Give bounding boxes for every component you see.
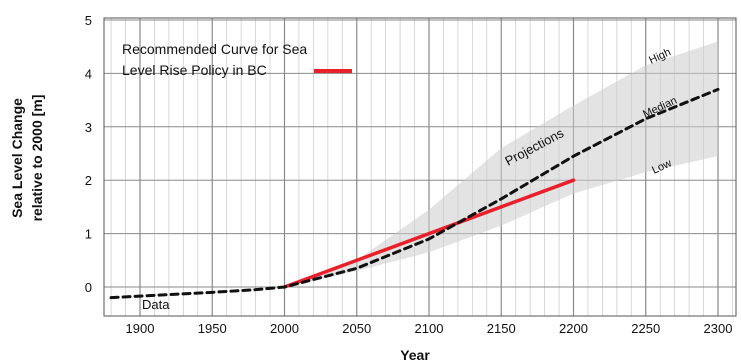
y-tick-label: 5 (85, 13, 92, 28)
y-axis-title-line-2: relative to 2000 [m] (29, 95, 45, 222)
y-tick-label: 0 (85, 280, 92, 295)
x-tick-label: 1950 (198, 321, 227, 336)
y-tick-label: 2 (85, 173, 92, 188)
projection-uncertainty-band (284, 41, 718, 287)
y-axis-title-line-1: Sea Level Change (9, 98, 25, 218)
series-layer (109, 87, 720, 300)
projection-band (284, 41, 718, 287)
y-tick-label: 4 (85, 66, 92, 81)
plot-frame (103, 17, 737, 317)
y-tick-label: 1 (85, 227, 92, 242)
recommended-curve-line (282, 178, 576, 289)
legend-line-2: Level Rise Policy in BC (122, 62, 267, 78)
x-tick-label: 1900 (126, 321, 155, 336)
x-tick-label: 2250 (631, 321, 660, 336)
x-axis-title: Year (400, 347, 430, 363)
data-annotation: Data (142, 297, 170, 312)
axes: 1900 1950 2000 2050 2100 2150 2200 2250 2300 0 1 2 3… (85, 13, 737, 336)
x-tick-label: 2150 (487, 321, 516, 336)
x-tick-label: 2200 (559, 321, 588, 336)
data-and-median-projection-line (109, 87, 720, 300)
legend-line-1: Recommended Curve for Sea (122, 41, 307, 57)
x-tick-label: 2000 (270, 321, 299, 336)
y-tick-label: 3 (85, 120, 92, 135)
grid (104, 18, 736, 316)
x-tick-label: 2300 (704, 321, 733, 336)
x-tick-label: 2100 (415, 321, 444, 336)
x-tick-label: 2050 (342, 321, 371, 336)
